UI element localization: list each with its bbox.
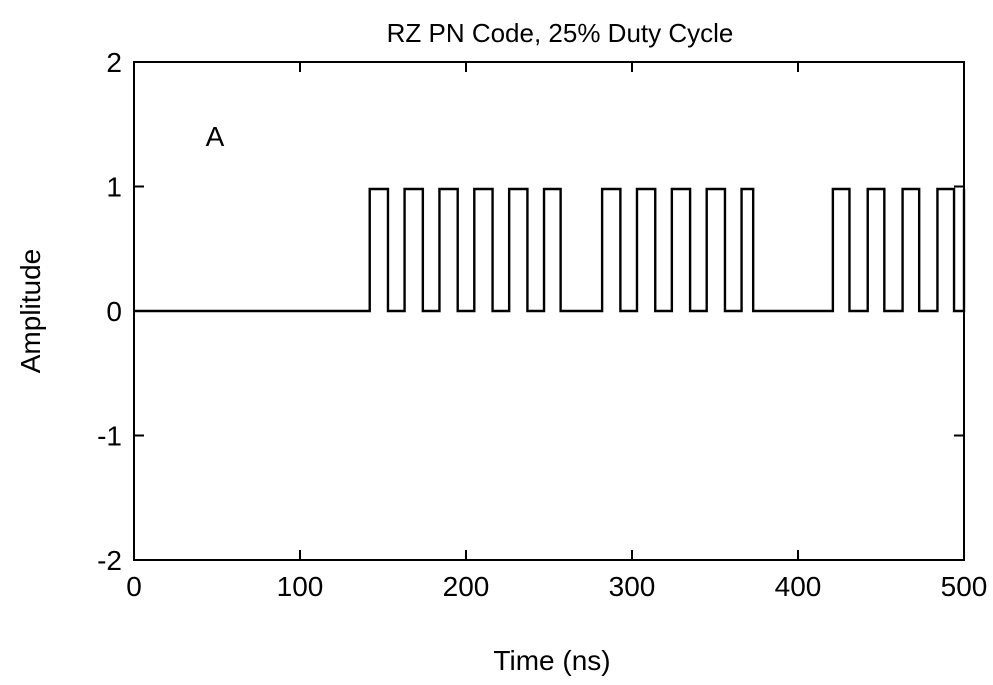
y-tick-label: -2 [97, 545, 122, 576]
x-tick-label: 100 [277, 571, 324, 602]
y-tick-label: 0 [106, 296, 122, 327]
x-tick-label: 400 [775, 571, 822, 602]
x-tick-label: 0 [126, 571, 142, 602]
y-axis-ticks: 2 1 0 -1 -2 [97, 47, 964, 576]
y-tick-label: -1 [97, 421, 122, 452]
x-tick-label: 200 [443, 571, 490, 602]
x-tick-label: 500 [941, 571, 988, 602]
panel-annotation-label: A [206, 121, 225, 152]
signal-series-line [134, 187, 966, 313]
x-axis-label: Time (ns) [493, 645, 610, 676]
y-axis-label: Amplitude [15, 249, 46, 374]
chart-title: RZ PN Code, 25% Duty Cycle [387, 18, 734, 48]
y-tick-label: 1 [106, 172, 122, 203]
x-axis-ticks: 0 100 200 300 400 500 [126, 62, 987, 602]
x-tick-label: 300 [609, 571, 656, 602]
y-tick-label: 2 [106, 47, 122, 78]
